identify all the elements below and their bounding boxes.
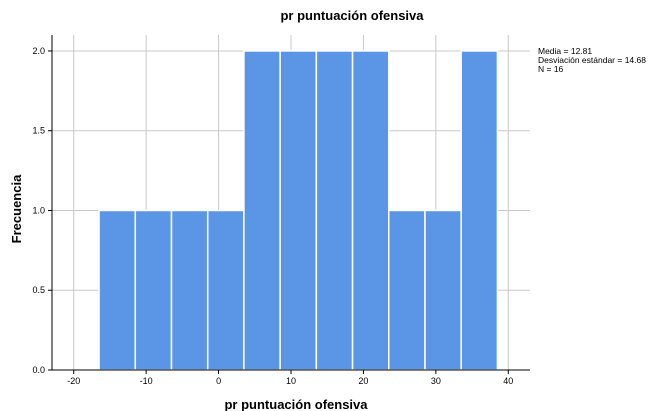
histogram-bar [351, 50, 390, 371]
x-tick-label: 40 [503, 376, 513, 386]
histogram-bar [243, 50, 281, 371]
histogram-bar [388, 209, 426, 371]
x-tick-label: -10 [140, 376, 153, 386]
histogram-bar [315, 50, 354, 371]
histogram-bar [279, 50, 318, 371]
n-stat: N = 16 [538, 64, 564, 74]
histogram-bar [424, 209, 462, 371]
y-tick-label: 1.5 [32, 126, 45, 136]
x-tick-label: 10 [286, 376, 296, 386]
histogram-bar [98, 209, 137, 371]
histogram-bar [460, 50, 499, 371]
x-tick-label: -20 [67, 376, 80, 386]
histogram-bars [98, 50, 499, 371]
y-tick-label: 0.5 [32, 285, 45, 295]
histogram-bar [134, 209, 173, 371]
mean-stat: Media = 12.81 [538, 46, 593, 56]
axes: -20 -10 0 10 20 30 40 0.0 0.5 1.0 1.5 2.0 [32, 35, 530, 386]
x-tick-label: 0 [216, 376, 221, 386]
x-tick-label: 20 [358, 376, 368, 386]
x-axis-label: pr puntuación ofensiva [224, 397, 368, 411]
y-tick-label: 0.0 [32, 365, 45, 375]
histogram-bar [170, 209, 209, 371]
y-tick-label: 1.0 [32, 205, 45, 215]
histogram-bar [206, 209, 245, 371]
statistics-box: Media = 12.81 Desviación estándar = 14.6… [538, 47, 646, 74]
x-tick-label: 30 [431, 376, 441, 386]
y-tick-label: 2.0 [32, 46, 45, 56]
chart-title: pr puntuación ofensiva [280, 8, 424, 23]
y-axis-label: Frecuencia [9, 174, 24, 243]
std-dev-stat: Desviación estándar = 14.68 [538, 55, 646, 65]
